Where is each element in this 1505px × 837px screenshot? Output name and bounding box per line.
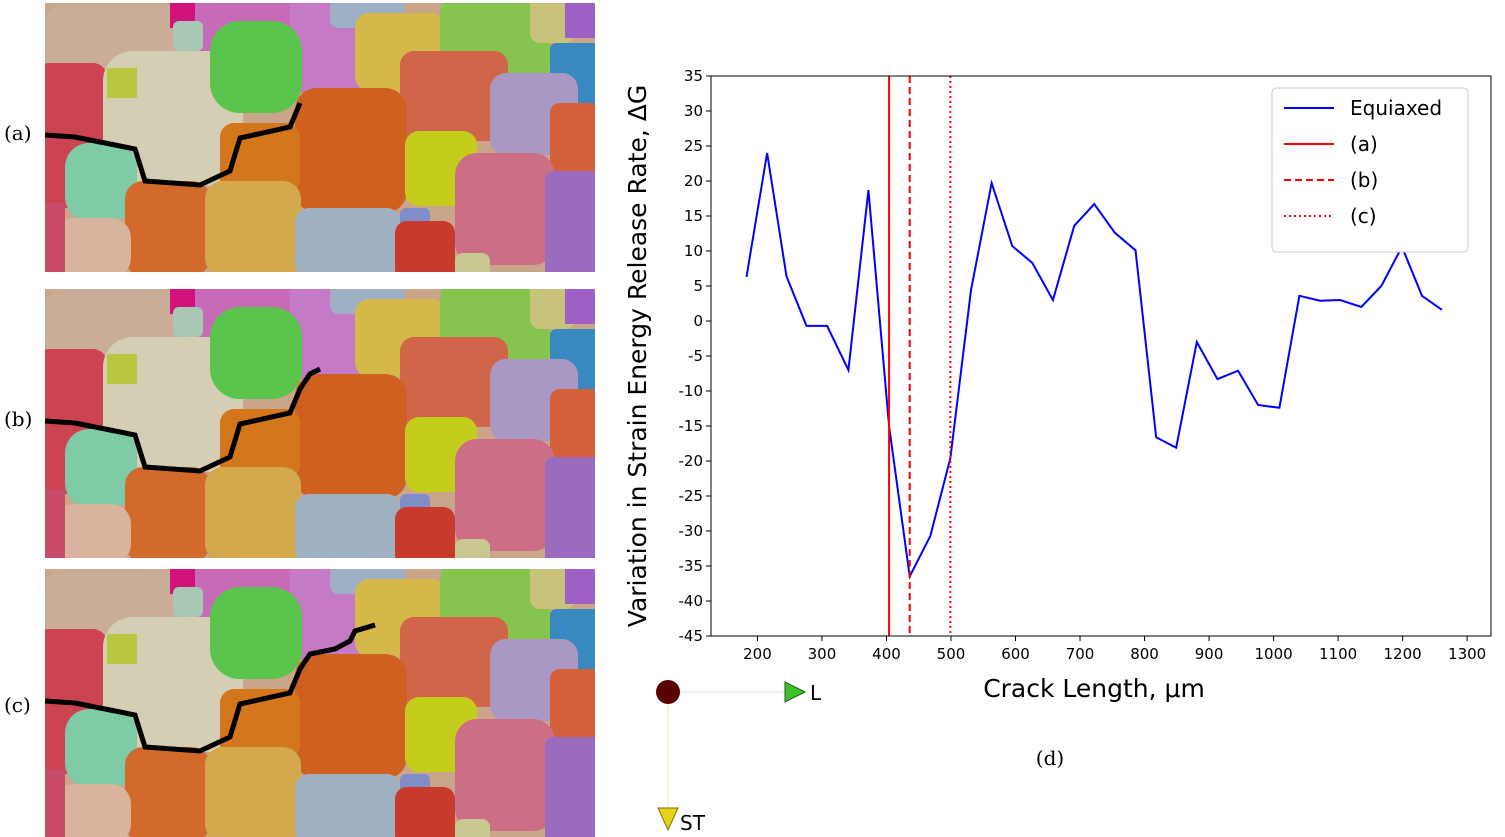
panel-label: (b) xyxy=(4,407,32,431)
y-tick-label: -25 xyxy=(679,487,704,505)
y-tick-label: -35 xyxy=(679,557,704,575)
micrograph-a xyxy=(35,0,605,281)
x-tick-label: 400 xyxy=(872,645,901,663)
plot-frame xyxy=(710,75,1492,637)
y-tick-label: 0 xyxy=(693,312,703,330)
y-tick-label: 20 xyxy=(684,172,703,190)
legend-box xyxy=(1271,87,1469,253)
y-tick-label: 30 xyxy=(684,102,703,120)
x-tick-label: 700 xyxy=(1066,645,1095,663)
crack xyxy=(44,102,303,188)
legend-label: (a) xyxy=(1350,132,1378,156)
y-tick-label: -15 xyxy=(679,417,704,435)
y-axis-label: Variation in Strain Energy Release Rate,… xyxy=(623,85,652,627)
legend-label: Equiaxed xyxy=(1350,96,1442,120)
micrograph-b xyxy=(35,279,605,567)
x-tick-label: 1200 xyxy=(1384,645,1422,663)
x-tick-label: 300 xyxy=(808,645,837,663)
y-tick-label: 25 xyxy=(684,137,703,155)
axis-triad: L ST xyxy=(656,680,822,835)
x-tick-label: 600 xyxy=(1001,645,1030,663)
y-tick-label: 35 xyxy=(684,67,703,85)
triad-label: ST xyxy=(680,811,706,835)
triad-arrow xyxy=(784,681,807,703)
chart-caption: (d) xyxy=(1036,746,1064,770)
y-tick-label: 10 xyxy=(684,242,703,260)
y-tick-label: -40 xyxy=(679,592,704,610)
x-tick-label: 1100 xyxy=(1319,645,1357,663)
x-tick-label: 200 xyxy=(743,645,772,663)
legend-label: (c) xyxy=(1350,204,1377,228)
panel-label: (a) xyxy=(4,121,32,145)
y-tick-label: 15 xyxy=(684,207,703,225)
y-tick-label: -30 xyxy=(679,522,704,540)
data-line xyxy=(745,152,1443,580)
x-tick-label: 500 xyxy=(937,645,966,663)
y-tick-label: -20 xyxy=(679,452,704,470)
x-tick-label: 900 xyxy=(1195,645,1224,663)
x-tick-label: 1300 xyxy=(1448,645,1486,663)
legend-label: (b) xyxy=(1350,168,1378,192)
triad-origin xyxy=(656,680,680,704)
x-tick-label: 800 xyxy=(1130,645,1159,663)
crack xyxy=(44,622,376,754)
micrograph-c xyxy=(35,559,605,837)
legend: Equiaxed (a) (b) (c) xyxy=(1271,87,1469,253)
triad-arrow xyxy=(657,807,679,832)
x-axis-label: Crack Length, μm xyxy=(983,674,1205,703)
y-tick-label: -5 xyxy=(688,347,703,365)
y-tick-label: -45 xyxy=(679,627,704,645)
x-tick-label: 1000 xyxy=(1254,645,1292,663)
y-tick-label: -10 xyxy=(679,382,704,400)
panel-label: (c) xyxy=(4,693,31,717)
triad-label: L xyxy=(810,681,822,705)
crack xyxy=(44,366,322,474)
y-tick-label: 5 xyxy=(693,277,703,295)
